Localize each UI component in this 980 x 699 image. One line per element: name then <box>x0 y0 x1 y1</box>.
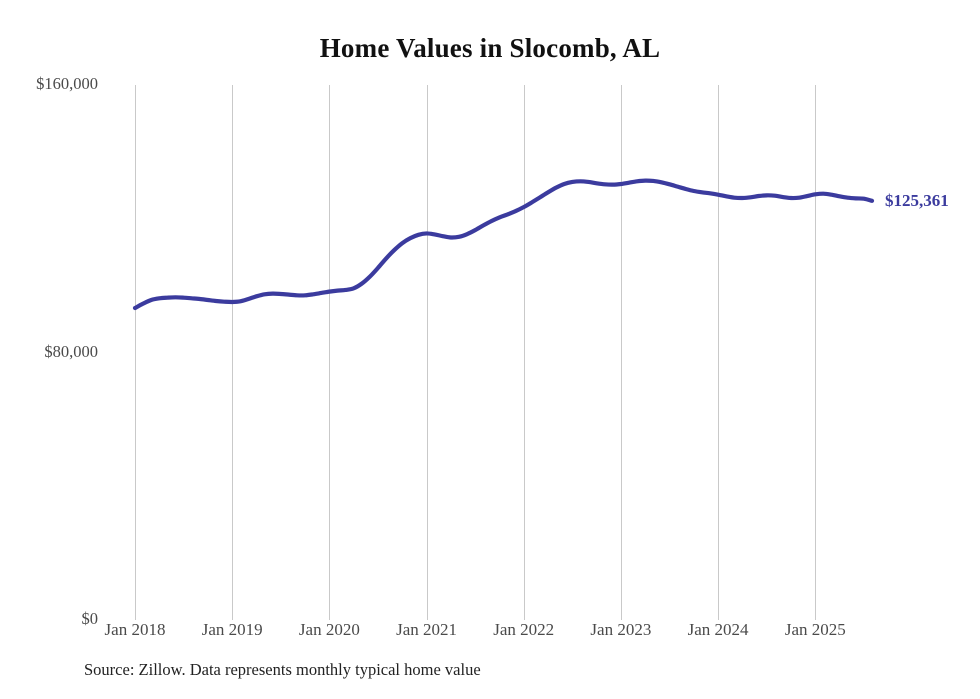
x-tick-jan-2019: Jan 2019 <box>201 620 263 639</box>
x-tick-jan-2022: Jan 2022 <box>493 620 555 639</box>
x-tick-jan-2025: Jan 2025 <box>784 620 846 639</box>
x-tick-jan-2020: Jan 2020 <box>298 620 360 639</box>
end-value-label: $125,361 <box>885 190 949 210</box>
page-title: Home Values in Slocomb, AL <box>319 33 661 63</box>
gridline-jan-2024 <box>718 85 720 620</box>
x-tick-jan-2018: Jan 2018 <box>104 620 166 639</box>
gridline-jan-2021 <box>426 85 428 620</box>
y-tick-label: $0 <box>81 609 99 628</box>
x-tick-jan-2023: Jan 2023 <box>590 620 652 639</box>
x-tick-jan-2024: Jan 2024 <box>687 620 749 639</box>
gridline-jan-2020 <box>329 85 331 620</box>
gridline-jan-2018 <box>135 85 136 620</box>
gridline-jan-2023 <box>620 85 622 620</box>
source-note: Source: Zillow. Data represents monthly … <box>84 660 481 679</box>
gridline-jan-2022 <box>523 85 525 620</box>
gridline-jan-2019 <box>232 85 234 620</box>
y-tick-label: $160,000 <box>36 74 98 93</box>
y-tick-label: $80,000 <box>44 341 98 361</box>
gridline-jan-2025 <box>815 85 817 620</box>
x-tick-jan-2021: Jan 2021 <box>396 620 458 639</box>
series-path-home-values <box>132 178 875 311</box>
